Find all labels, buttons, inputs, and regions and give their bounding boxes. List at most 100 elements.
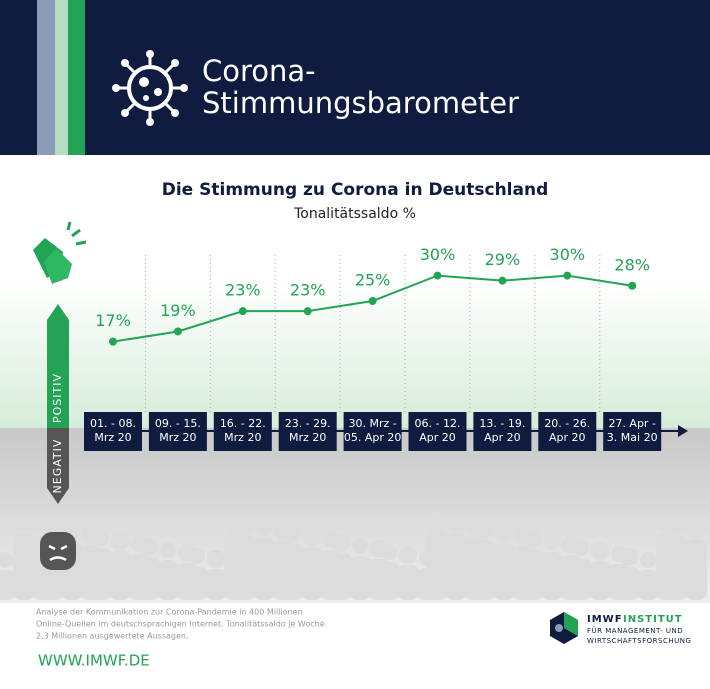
- category-box: [343, 412, 402, 451]
- point: [303, 307, 312, 316]
- clap-icon: [33, 221, 87, 284]
- silhouette: [282, 544, 304, 600]
- x-tick-label: Apr 20: [484, 431, 521, 444]
- value-label: 23%: [290, 281, 326, 300]
- silhouette: [0, 570, 16, 600]
- silhouette: [397, 565, 419, 600]
- silhouette: [544, 534, 560, 550]
- category-box: [148, 412, 207, 451]
- x-tick-label: Mrz 20: [289, 431, 326, 444]
- footnote: Online-Quellen im deutschsprachigen Inte…: [36, 620, 327, 629]
- x-tick-label: 3. Mai 20: [607, 431, 658, 444]
- silhouette: [157, 560, 179, 600]
- point: [109, 337, 117, 346]
- category-box: [538, 412, 597, 451]
- x-tick-label: 09. - 15.: [155, 417, 201, 430]
- silhouette: [301, 547, 323, 600]
- silhouette: [493, 543, 515, 600]
- point: [433, 271, 442, 280]
- silhouette: [474, 540, 496, 600]
- point: [563, 271, 572, 280]
- silhouette: [330, 553, 352, 600]
- x-tick-label: Mrz 20: [94, 431, 131, 444]
- negative-arrow: [47, 428, 69, 504]
- crowd: [0, 512, 707, 600]
- silhouette: [428, 512, 446, 530]
- silhouette: [589, 561, 611, 600]
- positive-label: POSITIV: [51, 373, 64, 423]
- point: [368, 297, 377, 305]
- silhouette: [332, 534, 350, 552]
- silhouette: [448, 516, 464, 532]
- silhouette: [13, 533, 35, 600]
- x-tick-label: 27. Apr -: [608, 417, 656, 430]
- logo-text: WIRTSCHAFTSFORSCHUNG: [587, 637, 691, 645]
- point: [173, 327, 182, 336]
- footnote: Analyse der Kommunikation zur Corona-Pan…: [36, 608, 303, 617]
- url: WWW.IMWF.DE: [38, 652, 150, 670]
- silhouette: [111, 532, 129, 550]
- silhouette: [186, 566, 208, 600]
- header: [0, 0, 710, 155]
- category-box: [84, 412, 142, 451]
- silhouette: [303, 528, 321, 546]
- footnote: 2,3 Millionen ausgewertete Aussagen.: [36, 632, 189, 641]
- silhouette: [109, 551, 131, 600]
- logo-text: FÜR MANAGEMENT- UND: [587, 626, 683, 635]
- silhouette: [234, 535, 256, 600]
- header-title: Stimmungsbarometer: [202, 86, 519, 120]
- x-tick-label: Apr 20: [549, 431, 586, 444]
- silhouette: [620, 548, 638, 566]
- silhouette: [541, 552, 563, 600]
- silhouette: [445, 534, 467, 600]
- silhouette: [524, 530, 542, 548]
- silhouette: [426, 531, 448, 600]
- value-label: 25%: [355, 271, 391, 290]
- silhouette: [285, 526, 301, 542]
- silhouette: [90, 548, 112, 600]
- silhouette: [666, 536, 688, 600]
- silhouette: [205, 569, 227, 600]
- silhouette: [0, 552, 13, 568]
- logo-name: IMWF: [587, 614, 623, 625]
- stripe: [37, 0, 55, 155]
- silhouette: [93, 530, 109, 546]
- x-tick-label: Mrz 20: [159, 431, 196, 444]
- silhouette: [381, 544, 397, 560]
- x-tick-label: 16. - 22.: [220, 417, 266, 430]
- x-tick-label: 30. Mrz -: [348, 417, 396, 430]
- positive-zone: [0, 280, 710, 428]
- value-label: 28%: [614, 255, 650, 274]
- x-tick-label: 05. Apr 20: [344, 431, 402, 444]
- x-tick-label: 06. - 12.: [415, 417, 461, 430]
- silhouette: [140, 538, 158, 556]
- chart-subtitle: Tonalitätssaldo %: [293, 206, 416, 222]
- silhouette: [160, 542, 176, 558]
- stripe: [68, 0, 85, 155]
- silhouette: [685, 539, 707, 600]
- silhouette: [378, 562, 400, 600]
- silhouette: [207, 550, 225, 568]
- header-title: Corona-: [202, 54, 316, 88]
- silhouette: [477, 522, 493, 538]
- silhouette: [495, 524, 513, 542]
- negative-label: NEGATIV: [51, 439, 64, 494]
- silhouette: [637, 570, 659, 600]
- silhouette: [522, 549, 544, 600]
- value-label: 30%: [420, 245, 456, 264]
- logo-institut: INSTITUT: [623, 614, 683, 625]
- chart-title: Die Stimmung zu Corona in Deutschland: [162, 180, 549, 200]
- silhouette: [189, 548, 205, 564]
- category-box: [213, 412, 272, 451]
- value-label: 19%: [160, 301, 196, 320]
- x-tick-label: 13. - 19.: [479, 417, 525, 430]
- x-tick-label: Apr 20: [419, 431, 456, 444]
- category-box: [408, 412, 467, 451]
- silhouette: [687, 520, 705, 538]
- category-box: [473, 412, 532, 451]
- silhouette: [15, 514, 33, 532]
- point: [238, 307, 247, 316]
- positive-arrow: [47, 304, 69, 428]
